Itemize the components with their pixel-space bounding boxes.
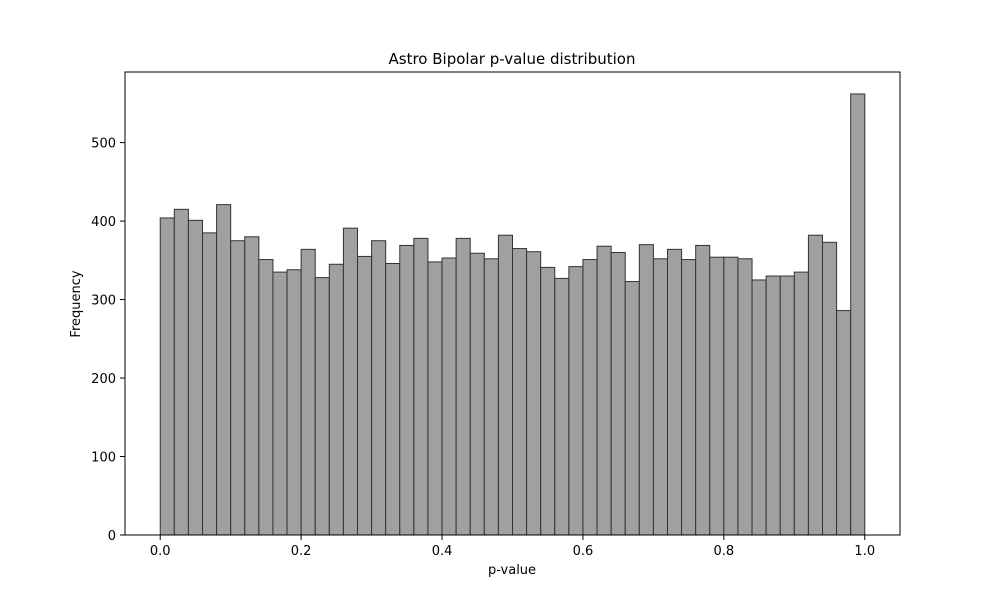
- y-axis-label: Frequency: [69, 270, 84, 337]
- histogram-bar: [300, 248, 316, 536]
- y-tick-label: 100: [91, 451, 116, 466]
- x-axis-ticks: 0.0 0.2 0.4 0.6 0.8 1.0: [150, 535, 875, 559]
- histogram-bar: [371, 240, 387, 536]
- x-axis-label: p-value: [488, 563, 536, 578]
- y-tick-label: 0: [108, 529, 116, 544]
- histogram-bar: [469, 252, 485, 536]
- histogram-bar: [258, 259, 274, 536]
- x-tick-label: 1.0: [854, 544, 875, 559]
- histogram-bar: [512, 248, 528, 536]
- histogram-bar: [652, 258, 669, 536]
- histogram-bar: [216, 204, 232, 536]
- histogram-bar: [540, 266, 556, 536]
- histogram-bar: [681, 259, 697, 536]
- histogram-bar: [497, 234, 513, 536]
- x-tick-label: 0.6: [573, 544, 594, 559]
- histogram-bar: [314, 277, 330, 536]
- x-tick-label: 0.0: [150, 544, 171, 559]
- histogram-bar: [709, 256, 725, 536]
- histogram-bar: [695, 244, 711, 536]
- histogram-bar: [822, 241, 838, 536]
- histogram-bar: [357, 255, 373, 536]
- x-tick-label: 0.8: [714, 544, 735, 559]
- histogram-bar: [638, 244, 654, 536]
- histogram-bar: [526, 251, 542, 536]
- histogram-bar: [187, 219, 203, 536]
- histogram-bar: [159, 217, 175, 536]
- histogram-bar: [328, 263, 344, 536]
- plot-frame: [124, 71, 901, 536]
- histogram-bar: [483, 258, 499, 536]
- histogram-bar: [202, 232, 218, 536]
- histogram-bar: [751, 279, 767, 536]
- histogram-bar: [230, 240, 246, 536]
- histogram-bar: [441, 257, 457, 536]
- histogram-bar: [807, 234, 824, 536]
- histogram-bar: [737, 258, 753, 536]
- histogram-bar: [765, 275, 781, 536]
- y-tick-label: 300: [91, 294, 116, 309]
- y-axis-ticks: 0 100 200 300 400 500: [91, 137, 125, 544]
- histogram-bar: [836, 310, 852, 536]
- histogram-bar: [568, 266, 584, 536]
- histogram-bar: [779, 275, 795, 536]
- histogram-bar: [596, 245, 612, 536]
- y-tick-label: 500: [91, 137, 116, 152]
- histogram-bar: [610, 251, 626, 536]
- histogram-bar: [385, 262, 401, 536]
- histogram-bar: [399, 244, 415, 536]
- histogram-bar: [793, 271, 809, 536]
- histogram-bar: [427, 261, 443, 536]
- histogram-bar: [850, 93, 866, 536]
- bars-group: [159, 93, 866, 536]
- y-tick-label: 200: [91, 372, 116, 387]
- x-tick-label: 0.2: [291, 544, 312, 559]
- histogram-bar: [455, 237, 471, 536]
- histogram-bar: [286, 269, 302, 536]
- histogram-bar: [342, 227, 358, 536]
- histogram-bar: [244, 236, 260, 536]
- histogram-bar: [413, 237, 429, 536]
- histogram-bar: [723, 256, 739, 536]
- x-tick-label: 0.4: [432, 544, 453, 559]
- histogram-bar: [667, 248, 683, 536]
- histogram-bar: [272, 271, 288, 536]
- y-tick-label: 400: [91, 215, 116, 230]
- histogram-bar: [582, 259, 598, 536]
- histogram-bar: [554, 277, 570, 536]
- chart-title: Astro Bipolar p-value distribution: [389, 50, 636, 68]
- histogram-bar: [624, 281, 640, 536]
- histogram-bar: [173, 208, 189, 536]
